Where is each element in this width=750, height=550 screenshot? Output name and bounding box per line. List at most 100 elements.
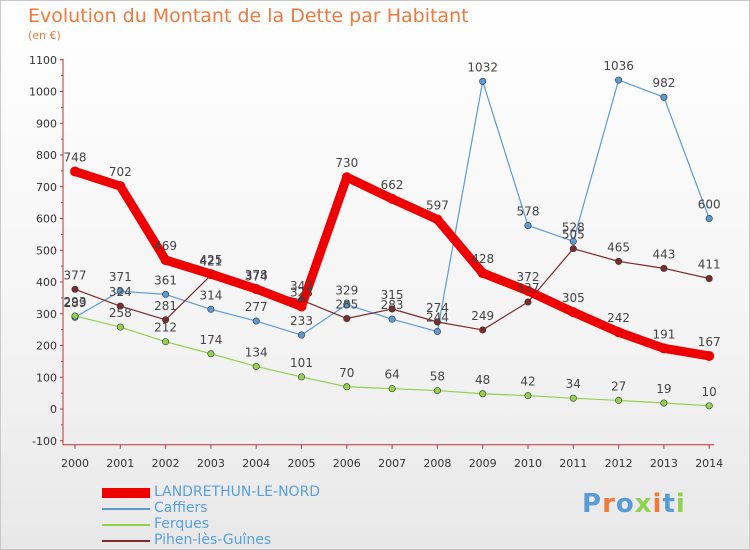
legend-label: LANDRETHUN-LE-NORD bbox=[154, 484, 321, 500]
y-tick-labels: -100 0 100 200 300 400 500 600 700 800 900 1000 1100 bbox=[29, 54, 57, 448]
data-point bbox=[115, 181, 126, 192]
data-point bbox=[479, 326, 487, 334]
data-point bbox=[705, 215, 713, 223]
y-tick-label: 300 bbox=[36, 308, 57, 321]
data-label: 258 bbox=[109, 306, 132, 320]
data-label: 27 bbox=[611, 379, 626, 393]
data-point bbox=[341, 172, 352, 183]
data-point bbox=[704, 350, 715, 361]
logo-letter: i bbox=[675, 489, 686, 519]
data-label: 1032 bbox=[467, 60, 498, 74]
data-point bbox=[297, 373, 305, 381]
data-point bbox=[613, 327, 624, 338]
data-label: 34 bbox=[566, 377, 581, 391]
x-tick-label: 2002 bbox=[152, 457, 180, 470]
data-point bbox=[479, 77, 487, 85]
data-point bbox=[523, 285, 533, 296]
data-point bbox=[251, 283, 262, 294]
legend-label: Pihen-lès-Guînes bbox=[154, 532, 272, 548]
data-point bbox=[705, 275, 713, 283]
data-label: 64 bbox=[384, 368, 399, 382]
data-point bbox=[433, 387, 441, 395]
data-label: 48 bbox=[475, 373, 490, 387]
data-point bbox=[162, 290, 170, 298]
data-label: 212 bbox=[154, 321, 177, 335]
y-tick-label: 100 bbox=[36, 371, 57, 384]
x-tick-label: 2006 bbox=[333, 457, 361, 470]
data-label: 315 bbox=[381, 288, 404, 302]
data-point bbox=[388, 305, 396, 313]
data-label: 597 bbox=[426, 198, 449, 212]
y-tick-label: 900 bbox=[36, 117, 57, 130]
logo-letter: o bbox=[615, 489, 635, 519]
data-point bbox=[207, 350, 215, 358]
legend-swatch bbox=[102, 488, 150, 498]
data-label: 134 bbox=[245, 345, 268, 359]
legend-label: Ferques bbox=[154, 516, 210, 532]
data-point bbox=[479, 390, 487, 398]
data-label: 283 bbox=[381, 298, 404, 312]
data-label: 101 bbox=[290, 356, 313, 370]
data-label: 42 bbox=[520, 375, 535, 389]
series-points bbox=[70, 76, 715, 410]
data-label: 329 bbox=[335, 284, 358, 298]
y-tick-label: 1000 bbox=[29, 86, 57, 99]
data-point bbox=[252, 317, 260, 325]
legend: LANDRETHUN-LE-NORD Caffiers Ferques Pihe… bbox=[102, 484, 362, 549]
legend-swatch bbox=[102, 540, 150, 542]
data-label: 377 bbox=[64, 268, 87, 282]
data-label: 70 bbox=[339, 366, 354, 380]
logo-letter: t bbox=[662, 489, 676, 519]
data-point bbox=[524, 298, 532, 306]
y-tick-label: 600 bbox=[36, 213, 57, 226]
data-point bbox=[343, 383, 351, 391]
data-label: 10 bbox=[702, 385, 717, 399]
x-tick-label: 2014 bbox=[695, 457, 723, 470]
data-label: 281 bbox=[154, 299, 177, 313]
data-label: 748 bbox=[64, 151, 87, 165]
data-label: 1036 bbox=[603, 59, 634, 73]
data-label: 361 bbox=[154, 273, 177, 287]
data-point bbox=[71, 285, 79, 293]
data-point bbox=[432, 214, 443, 225]
data-label: 274 bbox=[426, 301, 449, 315]
x-tick-label: 2008 bbox=[423, 457, 451, 470]
x-tick-label: 2012 bbox=[605, 457, 633, 470]
data-label: 323 bbox=[290, 285, 313, 299]
data-point bbox=[569, 237, 577, 245]
data-point bbox=[568, 307, 579, 318]
data-label: 19 bbox=[656, 382, 671, 396]
data-point bbox=[388, 385, 396, 393]
data-label: 305 bbox=[562, 291, 585, 305]
data-point bbox=[162, 316, 170, 324]
data-point bbox=[162, 338, 170, 346]
y-tick-label: 400 bbox=[36, 276, 57, 289]
data-point bbox=[433, 318, 441, 326]
data-point bbox=[660, 399, 668, 407]
data-point bbox=[343, 301, 351, 309]
data-label: 191 bbox=[652, 327, 675, 341]
x-tick-label: 2010 bbox=[514, 457, 542, 470]
data-point bbox=[615, 396, 623, 404]
x-tick-label: 2009 bbox=[469, 457, 497, 470]
logo-letter: P bbox=[582, 489, 603, 519]
data-label: 730 bbox=[335, 156, 358, 170]
data-label: 58 bbox=[430, 370, 445, 384]
data-label: 374 bbox=[245, 269, 268, 283]
data-point bbox=[569, 394, 577, 402]
x-tick-label: 2013 bbox=[650, 457, 678, 470]
data-label: 702 bbox=[109, 165, 132, 179]
x-tick-label: 2007 bbox=[378, 457, 406, 470]
data-label: 293 bbox=[64, 295, 87, 309]
data-label: 277 bbox=[245, 300, 268, 314]
legend-item-landrethun: LANDRETHUN-LE-NORD bbox=[102, 484, 362, 501]
y-tick-label: 200 bbox=[36, 340, 57, 353]
x-tick-label: 2003 bbox=[197, 457, 225, 470]
x-tick-label: 2011 bbox=[559, 457, 587, 470]
y-tick-label: 1100 bbox=[29, 54, 57, 67]
data-label: 244 bbox=[426, 311, 449, 325]
data-point bbox=[660, 93, 668, 101]
data-point bbox=[205, 269, 216, 280]
data-point bbox=[433, 328, 441, 336]
